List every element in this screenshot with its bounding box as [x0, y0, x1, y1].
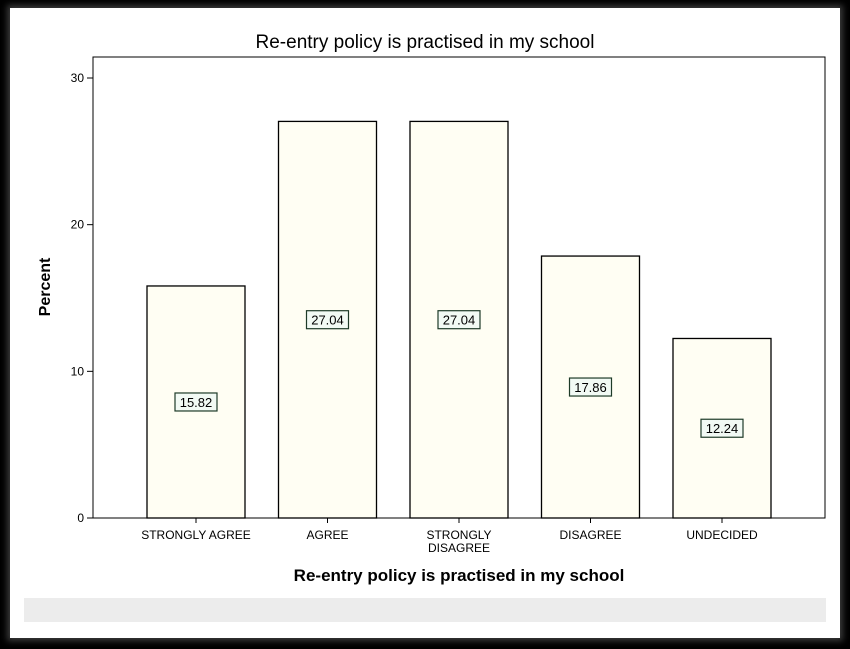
x-tick-label: DISAGREE — [428, 541, 490, 555]
x-tick-label: UNDECIDED — [686, 528, 758, 542]
y-tick-label: 30 — [71, 71, 85, 85]
x-tick-label: STRONGLY — [426, 528, 491, 542]
x-axis: STRONGLY AGREE AGREE STRONGLYDISAGREEDISAG… — [141, 518, 758, 555]
y-axis-label: Percent — [37, 257, 54, 316]
y-tick-label: 20 — [71, 218, 85, 232]
y-axis: 0 10 20 30 — [71, 71, 93, 525]
data-label-box — [437, 310, 481, 330]
data-label: 27.04 — [311, 313, 344, 328]
data-label-box — [305, 310, 350, 330]
y-tick-label: 0 — [77, 511, 84, 525]
data-label-box — [700, 418, 744, 438]
data-label-box — [568, 377, 613, 397]
data-label: 17.86 — [574, 380, 607, 395]
y-tick-label: 10 — [71, 364, 85, 378]
data-label-box — [174, 392, 218, 412]
x-axis-label: Re-entry policy is practised in my schoo… — [294, 566, 625, 585]
data-label: 27.04 — [443, 313, 476, 328]
data-label: 15.82 — [180, 395, 213, 410]
x-tick-label: DISAGREE — [559, 528, 621, 542]
data-label: 12.24 — [706, 421, 739, 436]
footer-strip — [24, 598, 826, 622]
bars-group: 15.82 27.04 27.04 17.86 12.24 — [146, 120, 772, 519]
x-tick-label: STRONGLY AGREE — [141, 528, 251, 542]
x-tick-label: AGREE — [306, 528, 348, 542]
chart-title: Re-entry policy is practised in my schoo… — [256, 32, 595, 53]
